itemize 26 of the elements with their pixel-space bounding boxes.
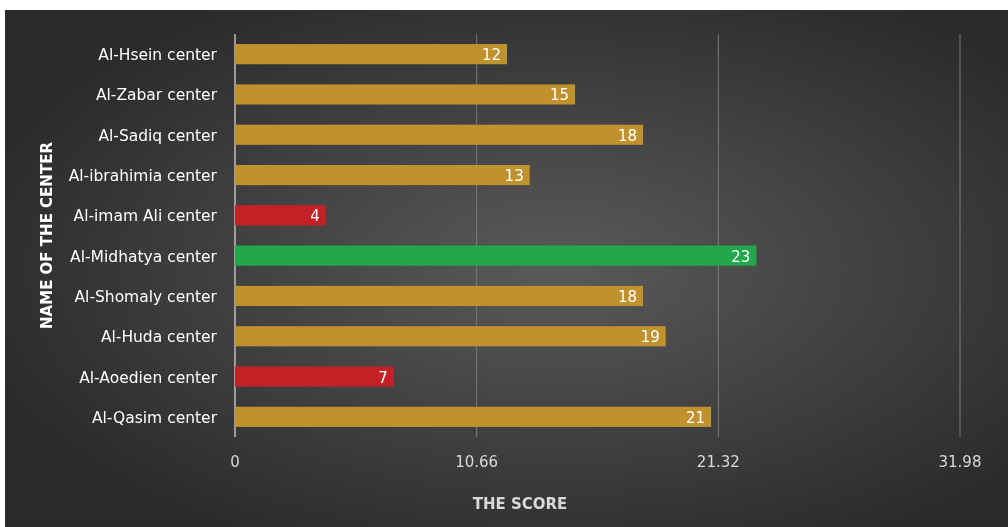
data-label: 18 [617,126,638,145]
data-label: 18 [617,287,638,306]
y-tick-label: Al-imam Ali center [73,207,218,226]
y-tick-label: Al-Qasim center [91,408,218,427]
y-tick-label: Al-Shomaly center [74,287,218,306]
y-tick-label: Al-Midhatya center [70,247,218,266]
data-label: 7 [378,368,388,387]
data-label: 13 [504,167,524,186]
x-tick-label: 10.66 [455,453,499,471]
y-tick-label: Al-ibrahimia center [68,167,218,186]
x-tick-label: 21.32 [696,453,740,471]
y-axis-title: NAME OF THE CENTER [38,141,56,329]
x-tick-label: 31.98 [938,453,982,471]
y-tick-label: Al-Zabar center [95,86,218,105]
data-label: 4 [310,207,320,226]
data-label: 15 [549,86,570,105]
y-tick-label: Al-Sadiq center [98,126,218,145]
y-tick-label: Al-Hsein center [98,46,218,65]
data-label: 21 [685,408,706,427]
x-axis-title: THE SCORE [472,495,568,513]
data-label: 19 [640,328,660,347]
x-tick-label: 0 [230,453,240,471]
y-tick-label: Al-Aoedien center [79,368,218,387]
data-label: 12 [481,46,502,65]
data-label: 23 [731,247,751,266]
y-tick-label: Al-Huda center [100,328,218,347]
